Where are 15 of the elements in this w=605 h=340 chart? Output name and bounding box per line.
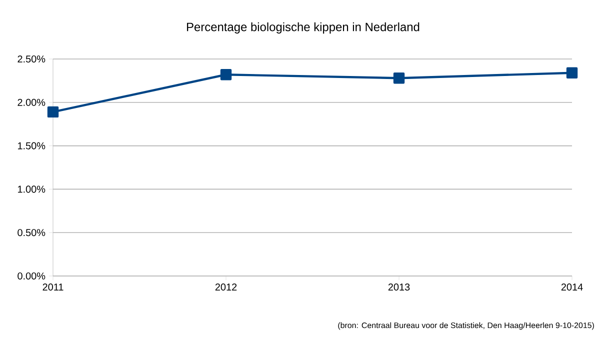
point xyxy=(220,69,232,80)
y-tick-label: 1.50% xyxy=(18,142,46,150)
x-tick-label: 2013 xyxy=(388,284,410,291)
x-tick-label: 2012 xyxy=(215,284,237,291)
point xyxy=(393,72,405,84)
y-tick-label: 2.00% xyxy=(18,98,46,106)
x-tick-label: 2014 xyxy=(561,284,583,291)
x-tick-label: 2011 xyxy=(42,284,64,291)
point xyxy=(566,67,578,78)
point xyxy=(47,106,59,118)
y-tick-label: 1.00% xyxy=(18,186,46,193)
y-tick-label: 0.50% xyxy=(18,229,46,236)
chart-title: Percentage biologische kippen in Nederland xyxy=(187,22,420,34)
y-tick-label: 0.00% xyxy=(18,272,46,280)
y-tick-label: 2.50% xyxy=(18,55,46,63)
